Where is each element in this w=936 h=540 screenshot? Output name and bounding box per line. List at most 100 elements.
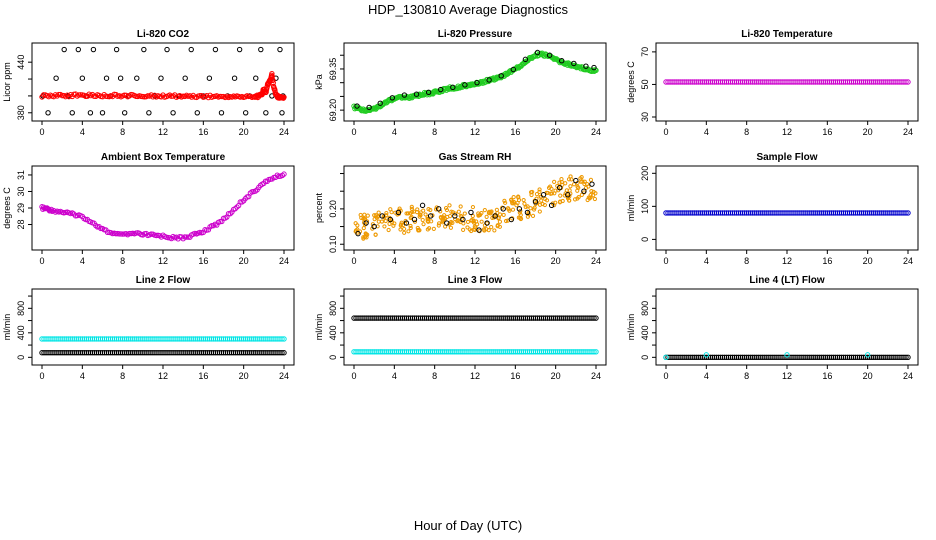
chart-panel-5: Gas Stream RH percent 0 4 8 12 16 20 24 0.10 0.20 — [314, 152, 607, 266]
data-point — [583, 63, 589, 69]
data-point — [79, 75, 86, 81]
x-tick-label: 12 — [158, 127, 168, 137]
panel-title: Line 2 Flow — [136, 275, 191, 286]
x-tick-label: 24 — [903, 371, 913, 381]
data-point — [188, 46, 194, 53]
data-point — [449, 209, 454, 214]
plot-frame — [655, 288, 919, 366]
data-point — [411, 216, 418, 223]
x-axis-title: Hour of Day (UTC) — [413, 518, 523, 533]
data-point — [442, 216, 448, 221]
data-point — [496, 216, 501, 221]
data-point — [523, 204, 528, 210]
data-point — [438, 86, 444, 93]
y-tick-label: 400 — [16, 325, 26, 340]
data-point — [406, 229, 411, 234]
data-point — [456, 209, 461, 214]
data-point — [510, 207, 516, 212]
x-tick-label: 0 — [351, 371, 356, 381]
x-tick-label: 4 — [704, 371, 709, 381]
data-point — [389, 210, 394, 215]
data-point — [117, 75, 124, 81]
data-point — [409, 204, 414, 209]
data-point — [468, 209, 474, 216]
data-point — [522, 56, 529, 63]
x-tick-label: 20 — [239, 127, 249, 137]
panel-title: Line 4 (LT) Flow — [749, 275, 825, 286]
x-tick-label: 12 — [782, 127, 792, 137]
x-tick-label: 0 — [39, 127, 44, 137]
data-point — [905, 210, 911, 216]
data-point — [450, 84, 456, 91]
x-tick-label: 4 — [80, 371, 85, 381]
y-axis-label: degrees C — [626, 61, 636, 103]
data-point — [258, 46, 264, 53]
x-tick-label: 0 — [351, 256, 356, 266]
data-point — [578, 176, 583, 181]
data-point — [582, 181, 587, 187]
y-tick-label: 0.20 — [328, 200, 338, 218]
data-point — [121, 110, 128, 116]
data-point — [218, 110, 225, 116]
data-point — [362, 222, 368, 227]
data-point — [549, 191, 554, 196]
x-tick-label: 8 — [432, 256, 437, 266]
y-tick-label: 800 — [328, 301, 338, 316]
y-tick-label: 380 — [16, 105, 26, 120]
data-point — [56, 91, 62, 98]
data-point — [281, 94, 287, 100]
chart-panel-8: Line 3 Flow ml/min 0 4 8 12 16 20 24 0 400 800 — [314, 275, 607, 381]
chart-panel-1: Li-820 CO2 Licor ppm 0 4 8 12 16 20 24 380 440 — [2, 29, 295, 137]
plot-frame — [655, 165, 919, 251]
data-point — [158, 75, 164, 81]
series-2 — [39, 350, 287, 356]
data-point — [589, 181, 595, 187]
data-point — [593, 349, 599, 355]
data-point — [564, 188, 569, 193]
data-point — [544, 198, 550, 203]
data-point — [442, 213, 447, 218]
data-point — [501, 212, 506, 218]
data-point — [569, 177, 574, 182]
x-tick-label: 0 — [39, 256, 44, 266]
x-tick-label: 20 — [863, 127, 873, 137]
data-point — [361, 225, 366, 231]
data-point — [436, 206, 442, 212]
data-point — [387, 216, 393, 223]
data-point — [492, 213, 498, 219]
data-point — [506, 207, 511, 212]
series-1 — [663, 79, 911, 85]
chart-panel-3: Li-820 Temperature degrees C 0 4 8 12 16 20 24 30… — [626, 29, 919, 137]
data-point — [45, 110, 51, 116]
y-axis-label: degrees C — [2, 187, 12, 229]
y-axis-label: Licor ppm — [2, 62, 12, 102]
panel-title: Line 3 Flow — [448, 275, 503, 286]
data-point — [474, 79, 480, 86]
x-tick-label: 20 — [863, 371, 873, 381]
data-point — [585, 197, 590, 203]
x-tick-label: 24 — [279, 256, 289, 266]
x-tick-label: 16 — [822, 256, 832, 266]
data-point — [476, 213, 481, 218]
y-tick-label: 70 — [640, 47, 650, 57]
data-point — [377, 100, 383, 106]
x-tick-label: 20 — [551, 256, 561, 266]
data-point — [61, 46, 67, 53]
data-point — [540, 192, 547, 198]
data-point — [537, 209, 542, 214]
data-point — [353, 221, 358, 226]
data-point — [376, 210, 381, 215]
data-point — [269, 70, 275, 77]
data-point — [354, 103, 360, 109]
data-point — [443, 205, 449, 211]
x-tick-label: 20 — [551, 371, 561, 381]
data-point — [449, 219, 454, 225]
x-tick-label: 4 — [80, 256, 85, 266]
data-point — [566, 177, 572, 182]
series-1 — [663, 210, 911, 216]
y-tick-label: 30 — [16, 186, 26, 196]
data-point — [116, 231, 123, 237]
data-point — [281, 350, 287, 356]
data-point — [141, 46, 147, 53]
x-tick-label: 24 — [591, 256, 601, 266]
